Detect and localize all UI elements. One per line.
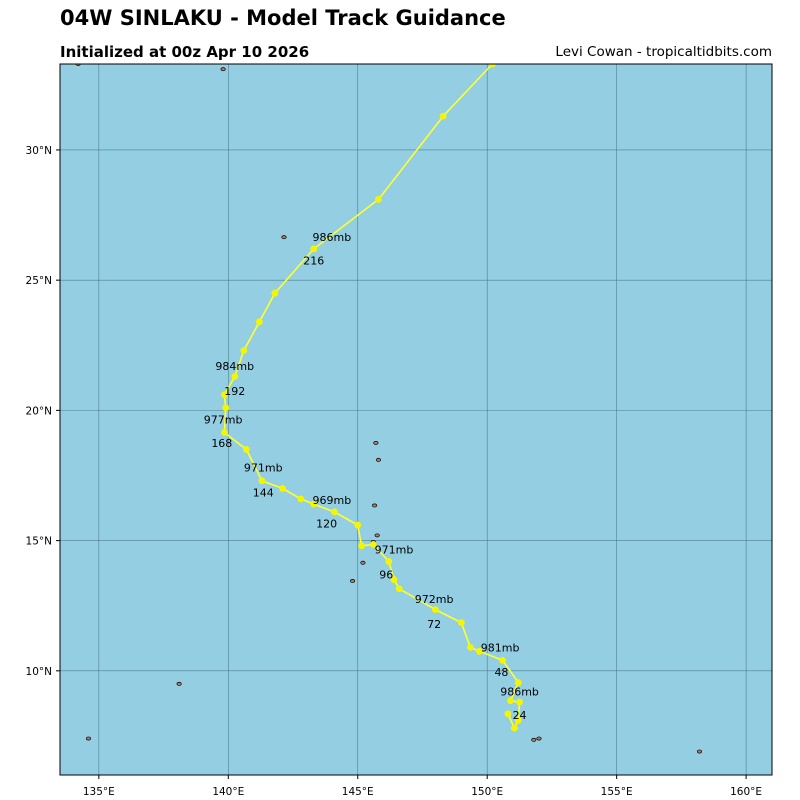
track-label: 986mb	[313, 231, 352, 244]
island	[531, 737, 537, 742]
credit-text: Levi Cowan - tropicaltidbits.com	[555, 44, 772, 60]
track-label: 984mb	[215, 360, 254, 373]
island	[220, 67, 226, 72]
island	[350, 579, 356, 583]
track-point	[488, 64, 496, 68]
track-point	[310, 245, 318, 253]
lat-tick-label: 20°N	[26, 405, 52, 417]
island	[176, 681, 182, 686]
plot-frame	[59, 63, 773, 776]
lat-tick-label: 15°N	[26, 536, 52, 548]
track-point	[504, 710, 512, 718]
track-point	[310, 500, 318, 508]
island	[372, 503, 378, 508]
lon-tick-label: 155°E	[601, 786, 633, 798]
track-point	[222, 404, 230, 412]
track-point	[240, 347, 248, 354]
track-point	[507, 697, 514, 705]
track-label: 971mb	[244, 462, 283, 475]
track-label: 977mb	[204, 414, 243, 427]
island	[696, 749, 703, 754]
lon-tick-label: 135°E	[83, 786, 115, 798]
track-label: 969mb	[313, 494, 352, 507]
track-point	[457, 619, 465, 627]
track-point	[243, 446, 250, 453]
track-label: 216	[303, 255, 324, 268]
track-point	[390, 576, 398, 584]
island	[536, 736, 542, 741]
track-point	[331, 508, 338, 516]
track-point	[466, 643, 474, 651]
track-label: 981mb	[481, 641, 520, 654]
lon-tick-label: 160°E	[730, 786, 762, 798]
track-label: 24	[513, 709, 527, 722]
track-point	[354, 521, 362, 529]
track-point	[358, 542, 366, 550]
lon-tick-label: 140°E	[212, 786, 244, 798]
storm-track	[221, 64, 523, 732]
track-point	[297, 495, 305, 503]
lat-tick-label: 30°N	[26, 145, 52, 157]
track-label: 986mb	[500, 686, 539, 699]
track-point	[499, 657, 507, 664]
axes: 135°E 140°E 145°E 150°E 155°E 160°E 10°N 15°N 20…	[26, 145, 763, 798]
track-label: 972mb	[415, 593, 454, 606]
track-label: 120	[316, 518, 337, 531]
track-label: 971mb	[375, 544, 414, 557]
track-label: 72	[427, 618, 441, 631]
island	[374, 533, 380, 538]
track-point	[221, 429, 228, 436]
island	[373, 440, 379, 445]
lon-tick-label: 150°E	[471, 786, 503, 798]
track-label: 96	[379, 568, 393, 581]
track-point	[476, 647, 483, 655]
track-point	[385, 558, 393, 565]
initialization-subtitle: Initialized at 00z Apr 10 2026	[60, 43, 310, 61]
lat-tick-label: 10°N	[26, 666, 52, 678]
track-point	[279, 485, 287, 492]
track-label: 144	[253, 486, 274, 499]
island	[375, 457, 382, 462]
track-line	[223, 64, 521, 729]
track-point	[516, 698, 523, 706]
lon-tick-label: 145°E	[342, 786, 374, 798]
island	[85, 736, 92, 741]
track-point	[510, 724, 518, 732]
track-point	[432, 606, 439, 614]
track-point	[258, 477, 266, 485]
ocean-background	[60, 64, 772, 775]
track-point	[255, 318, 263, 326]
track-point	[395, 585, 403, 593]
track-point	[221, 391, 228, 399]
track-point	[231, 373, 239, 380]
map-title: 04W SINLAKU - Model Track Guidance	[60, 6, 506, 30]
island	[281, 235, 287, 240]
track-point	[514, 716, 522, 724]
lat-tick-label: 25°N	[26, 275, 52, 287]
track-point	[271, 289, 279, 297]
track-labels: 986mb 216 984mb 192 977mb 168 971mb 144 969mb 120…	[204, 231, 539, 722]
track-point	[375, 196, 382, 203]
track-point	[514, 679, 522, 686]
track-point	[369, 541, 377, 548]
graticule	[60, 64, 772, 775]
island	[360, 560, 366, 565]
track-label: 192	[224, 385, 245, 398]
track-point	[439, 112, 447, 120]
track-label: 168	[211, 437, 232, 450]
track-label: 48	[494, 666, 508, 679]
